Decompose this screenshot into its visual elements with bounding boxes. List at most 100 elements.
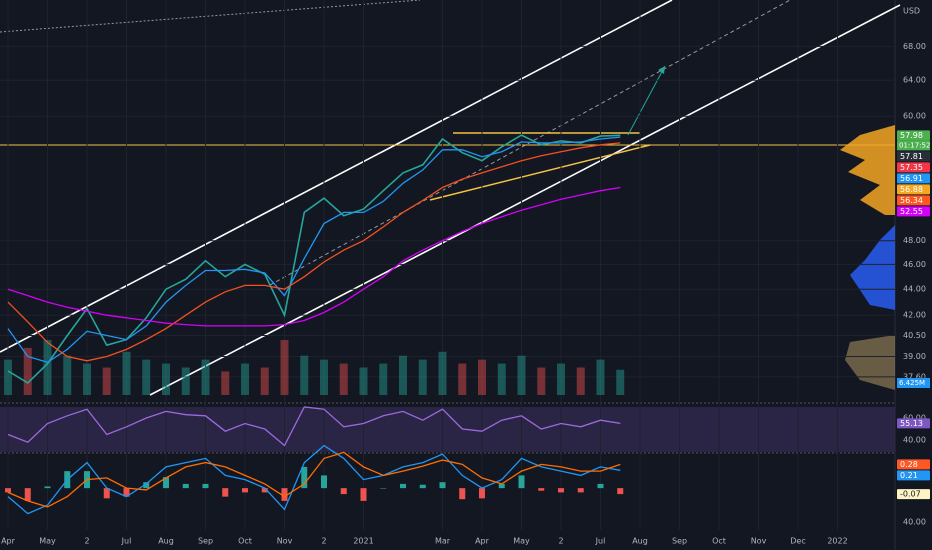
volume-bar	[162, 363, 170, 395]
histogram-bar	[538, 488, 545, 491]
volume-badge	[897, 378, 930, 388]
volume-bar	[201, 359, 210, 395]
volume-bar	[399, 355, 407, 395]
y-tick-label: 64.00	[903, 76, 926, 85]
volume-bar	[241, 363, 249, 395]
histogram-bar	[479, 488, 485, 499]
histogram-bar	[242, 488, 248, 493]
histogram-bar	[103, 488, 110, 499]
x-tick-label: Sep	[672, 537, 687, 546]
y-tick-label: 60.00	[903, 414, 926, 423]
y-tick-label: 37.60	[903, 372, 926, 381]
x-tick-label: Dec	[790, 537, 805, 546]
volume-bar	[260, 367, 269, 395]
price-badge-label: 56.91	[900, 174, 923, 183]
histogram-bar	[419, 484, 426, 489]
volume-bar	[339, 363, 348, 395]
volume-bar	[517, 355, 526, 395]
price-badge	[897, 184, 930, 195]
y-tick-label: 42.00	[903, 311, 926, 320]
x-tick-label: 2	[84, 537, 89, 546]
volume-bar	[63, 355, 72, 395]
price-badge	[897, 206, 930, 217]
series-line	[7, 406, 621, 447]
volume-bar	[4, 359, 12, 395]
y-tick-label: 40.00	[903, 436, 926, 445]
y-tick-label: 39.00	[903, 352, 926, 361]
channel-lower	[149, 4, 901, 396]
histogram-bar	[498, 483, 505, 489]
histogram-bar	[123, 488, 130, 497]
histogram-bar	[5, 488, 11, 493]
volume-bar	[576, 367, 585, 395]
price-badge	[897, 151, 930, 162]
x-tick-label: Oct	[238, 537, 252, 546]
price-badge-label: 57.81	[900, 152, 923, 161]
histogram-bar	[281, 488, 288, 501]
volume-bar	[320, 359, 328, 395]
arrow-head	[658, 66, 665, 74]
price-badge	[897, 459, 930, 470]
histogram-bar	[261, 488, 268, 493]
price-badge	[897, 130, 930, 141]
x-tick-label: Aug	[632, 537, 648, 546]
volume-profile	[840, 125, 895, 215]
histogram-bar	[360, 488, 367, 501]
volume-bar	[537, 367, 546, 395]
price-badge	[897, 195, 930, 206]
histogram-bar	[182, 483, 189, 489]
x-tick-label: Jul	[121, 537, 132, 546]
price-badge-label: 56.34	[900, 196, 923, 205]
volume-bar	[122, 351, 131, 395]
price-badge	[897, 489, 930, 500]
volume-bar	[458, 363, 467, 395]
histogram-bar	[143, 482, 150, 489]
histogram-bar	[321, 475, 327, 489]
x-tick-label: 2021	[353, 537, 373, 546]
volume-bar	[23, 347, 32, 395]
y-tick-label: 68.00	[903, 42, 926, 51]
price-badge	[897, 162, 930, 173]
y-tick-label: 44.00	[903, 285, 926, 294]
x-tick-label: 2022	[827, 537, 847, 546]
histogram-bar	[380, 488, 387, 489]
histogram-bar	[24, 488, 31, 501]
volume-bar	[616, 369, 625, 395]
y-tick-label: 48.00	[903, 236, 926, 245]
volume-bar	[300, 355, 309, 395]
x-tick-label: Oct	[712, 537, 726, 546]
x-tick-label: 2	[558, 537, 563, 546]
y-tick-label: 40.50	[903, 331, 926, 340]
series-line	[7, 186, 621, 327]
volume-bar	[379, 363, 388, 395]
volume-bar	[280, 340, 289, 395]
y-tick-label: 40.00	[903, 518, 926, 527]
volume-bar	[596, 359, 605, 395]
x-tick-label: Nov	[751, 537, 767, 546]
x-tick-label: May	[39, 537, 56, 546]
volume-bar	[497, 363, 506, 395]
series-line	[7, 134, 621, 384]
volume-bar	[359, 367, 368, 395]
price-badge-label: 57.98	[900, 131, 923, 140]
histogram-bar	[301, 466, 308, 489]
x-tick-label: Nov	[277, 537, 293, 546]
price-badge-label: 52.55	[900, 207, 923, 216]
y-tick-label: 60.00	[903, 112, 926, 121]
price-badge-label: 55.13	[900, 419, 923, 428]
histogram-bar	[459, 488, 466, 500]
volume-profile	[845, 335, 895, 390]
countdown-badge	[897, 140, 930, 151]
volume-bar	[102, 367, 111, 395]
histogram-bar	[202, 483, 209, 489]
histogram-bar	[439, 482, 446, 489]
y-tick-label: 46.00	[903, 260, 926, 269]
countdown-label: 01:17:52	[899, 141, 930, 149]
volume-bar	[557, 363, 565, 395]
price-badge-label: 0.21	[900, 471, 918, 480]
volume-bar	[221, 371, 230, 395]
histogram-bar	[577, 488, 584, 493]
histogram-bar	[518, 475, 525, 489]
price-badge	[897, 470, 930, 481]
